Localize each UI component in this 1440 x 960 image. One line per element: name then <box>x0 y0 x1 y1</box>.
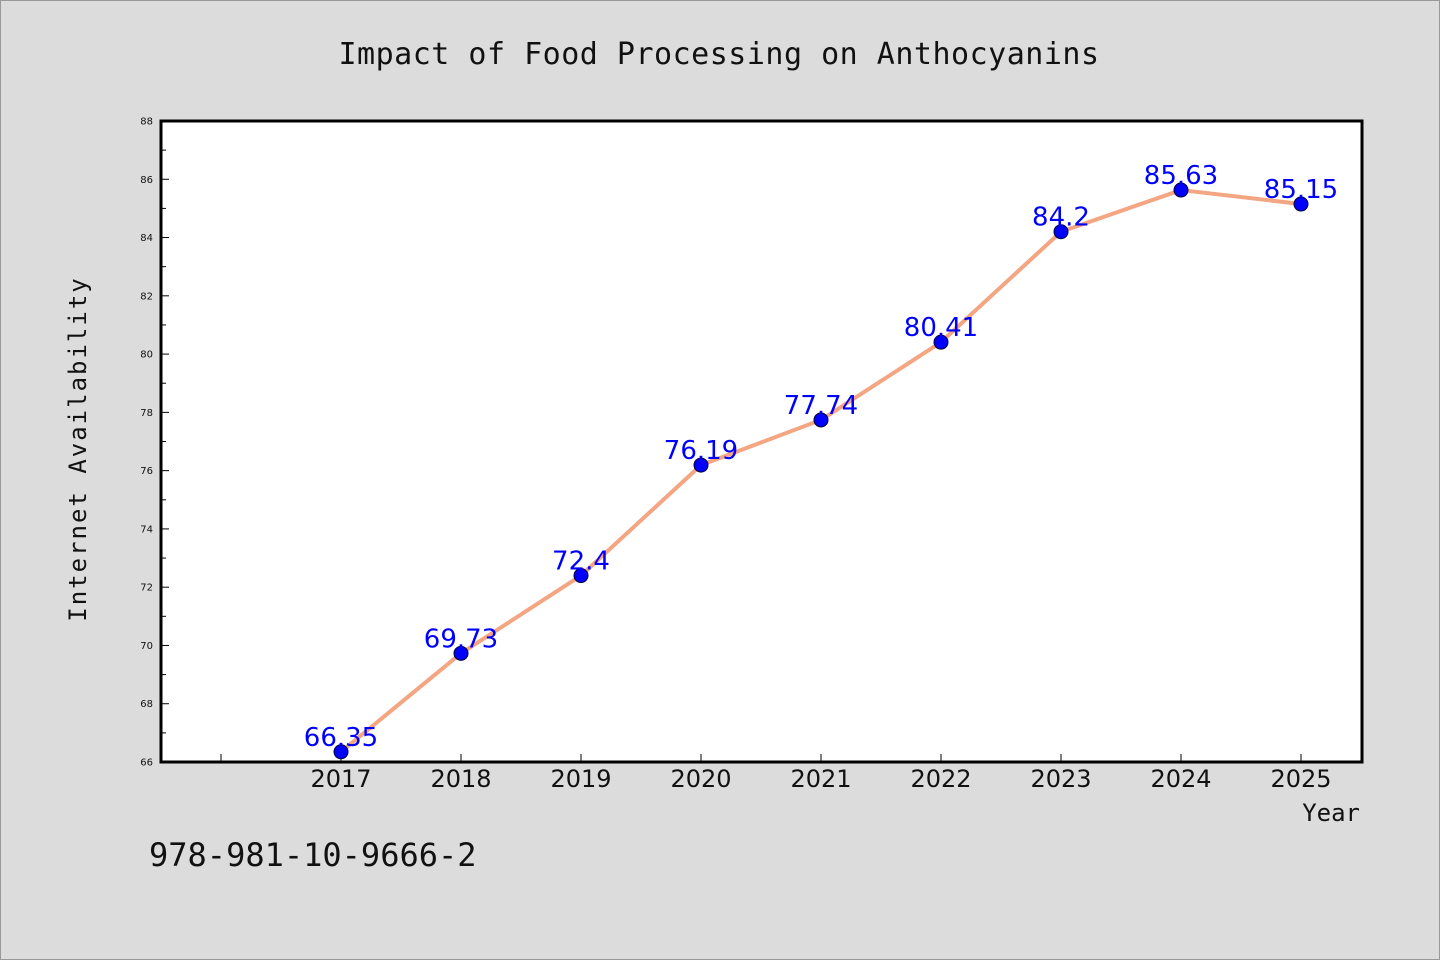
data-label: 76.19 <box>664 436 738 466</box>
x-tick-label: 2021 <box>790 765 851 793</box>
y-axis-label: Internet Availability <box>64 276 92 621</box>
data-label: 80.41 <box>904 313 978 343</box>
y-tick-label: 80 <box>140 350 153 361</box>
x-tick-label: 2019 <box>550 765 611 793</box>
x-tick-label: 2020 <box>670 765 731 793</box>
plot-frame <box>159 119 1364 764</box>
y-tick-label: 88 <box>140 117 153 128</box>
y-tick-label: 70 <box>140 641 153 652</box>
data-point <box>453 645 469 661</box>
data-label: 85.15 <box>1264 175 1338 205</box>
data-label: 85.63 <box>1144 161 1218 191</box>
x-tick-label: 2018 <box>430 765 491 793</box>
x-tick-label: 2023 <box>1030 765 1091 793</box>
y-tick-label: 72 <box>140 583 153 594</box>
data-label: 69.73 <box>424 624 498 654</box>
x-tick-label: 2024 <box>1150 765 1211 793</box>
data-point <box>1293 196 1309 212</box>
axis-ticks: 66 68 70 72 74 76 78 80 82 84 86 88 2017 2018 2019 2020… <box>140 117 1331 794</box>
y-tick-label: 74 <box>140 524 153 535</box>
y-tick-label: 82 <box>140 291 153 302</box>
data-point <box>1173 182 1189 198</box>
y-tick-label: 86 <box>140 175 153 186</box>
y-tick-label: 76 <box>140 466 153 477</box>
y-tick-label: 66 <box>140 758 153 769</box>
data-markers <box>333 182 1309 760</box>
data-point <box>1053 224 1069 240</box>
chart-title: Impact of Food Processing on Anthocyanin… <box>338 37 1099 72</box>
x-axis-label: Year <box>1302 799 1360 827</box>
data-point <box>813 412 829 428</box>
data-point <box>573 568 589 584</box>
y-tick-label: 68 <box>140 699 153 710</box>
footnote-isbn: 978-981-10-9666-2 <box>149 836 477 874</box>
x-tick-label: 2025 <box>1270 765 1331 793</box>
x-tick-label: 2022 <box>910 765 971 793</box>
data-label: 84.2 <box>1032 203 1090 233</box>
data-label: 77.74 <box>784 391 858 421</box>
x-tick-label: 2017 <box>310 765 371 793</box>
y-tick-label: 84 <box>140 233 153 244</box>
data-labels: 66.35 69.73 72.4 76.19 77.74 80.41 84.2 85.63 85… <box>304 161 1338 753</box>
data-point <box>693 457 709 473</box>
data-point <box>933 334 949 350</box>
y-tick-label: 78 <box>140 408 153 419</box>
data-label: 72.4 <box>552 547 610 577</box>
data-point <box>333 744 349 760</box>
data-label: 66.35 <box>304 723 378 753</box>
